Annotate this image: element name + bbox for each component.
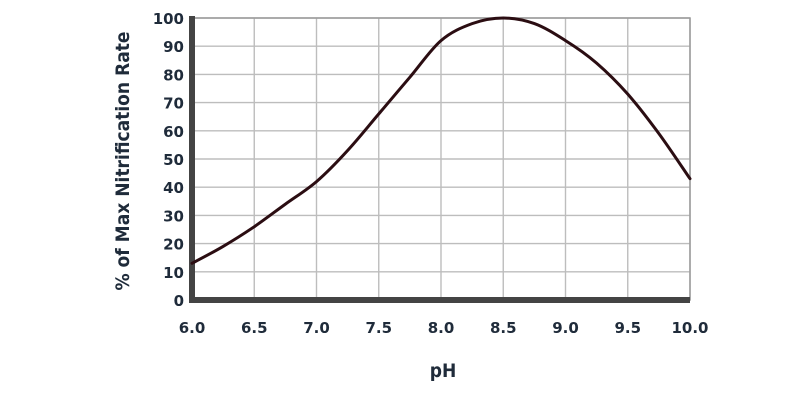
y-tick-label-3: 30 — [163, 207, 184, 225]
y-tick-labels: 0 10 20 30 40 50 60 70 80 90 100 — [153, 10, 184, 310]
x-tick-label-8: 10.0 — [671, 319, 708, 337]
x-tick-label-1: 6.5 — [241, 319, 268, 337]
x-tick-label-4: 8.0 — [428, 319, 455, 337]
x-tick-label-0: 6.0 — [179, 319, 206, 337]
x-tick-label-3: 7.5 — [365, 319, 392, 337]
x-tick-label-6: 9.0 — [552, 319, 579, 337]
y-tick-label-0: 0 — [174, 292, 184, 310]
x-tick-label-7: 9.5 — [614, 319, 641, 337]
x-axis-label: pH — [430, 360, 457, 382]
y-tick-label-8: 80 — [163, 66, 184, 84]
grid-lines — [191, 17, 691, 301]
y-tick-label-5: 50 — [163, 151, 184, 169]
x-tick-labels: 6.0 6.5 7.0 7.5 8.0 8.5 9.0 9.5 10.0 — [179, 319, 709, 337]
y-tick-label-1: 10 — [163, 264, 184, 282]
y-tick-label-2: 20 — [163, 236, 184, 254]
x-tick-label-2: 7.0 — [303, 319, 330, 337]
y-tick-label-9: 90 — [163, 38, 184, 56]
series-line — [190, 16, 692, 265]
y-tick-label-4: 40 — [163, 179, 184, 197]
y-tick-label-6: 60 — [163, 123, 184, 141]
y-tick-label-10: 100 — [153, 10, 184, 28]
y-axis-label: % of Max Nitrification Rate — [112, 31, 134, 290]
y-tick-label-7: 70 — [163, 95, 184, 113]
x-tick-label-5: 8.5 — [490, 319, 517, 337]
